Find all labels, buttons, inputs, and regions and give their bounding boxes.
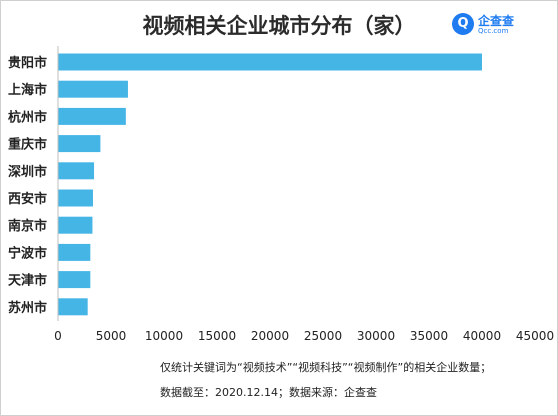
bar: [58, 243, 91, 261]
category-label: 重庆市: [8, 137, 47, 153]
category-label: 深圳市: [8, 164, 47, 180]
x-tick-label: 45000: [516, 329, 554, 343]
bar: [58, 271, 91, 289]
x-tick-label: 0: [54, 329, 62, 343]
chart-footnote: 仅统计关键词为“视频技术”“视频科技”“视频制作”的相关企业数量；: [160, 361, 492, 374]
x-tick-label: 35000: [410, 329, 448, 343]
category-label: 南京市: [8, 218, 47, 234]
x-tick-label: 25000: [304, 329, 342, 343]
category-label: 宁波市: [8, 245, 47, 261]
category-label: 上海市: [8, 82, 47, 98]
x-tick-label: 20000: [251, 329, 289, 343]
category-label: 杭州市: [8, 109, 47, 125]
bar: [58, 189, 93, 207]
category-label: 西安市: [8, 191, 47, 207]
bar: [58, 216, 93, 234]
logo-subtext: Qcc.com: [478, 27, 509, 35]
chart-title: 视频相关企业城市分布（家）: [142, 14, 416, 38]
category-label: 贵阳市: [8, 55, 47, 71]
x-tick-label: 30000: [357, 329, 395, 343]
x-tick-label: 40000: [463, 329, 501, 343]
bar: [58, 53, 482, 71]
category-label: 苏州市: [8, 300, 47, 316]
chart-source: 数据截至：2020.12.14；数据来源：企查查: [160, 386, 377, 399]
bar: [58, 107, 126, 125]
bar: [58, 135, 101, 153]
logo-mark-icon: Q: [452, 13, 474, 35]
category-label: 天津市: [8, 273, 47, 289]
x-tick-label: 15000: [198, 329, 236, 343]
bar: [58, 162, 95, 180]
bar: [58, 80, 128, 98]
logo-name: 企查查: [478, 14, 515, 28]
bar: [58, 298, 88, 316]
x-tick-label: 5000: [96, 329, 127, 343]
x-tick-label: 10000: [145, 329, 183, 343]
brand-logo: Q 企查查 Qcc.com: [452, 12, 542, 40]
